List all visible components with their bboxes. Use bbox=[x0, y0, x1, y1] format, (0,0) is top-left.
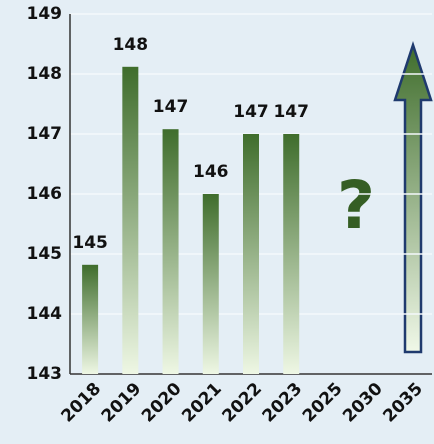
bar bbox=[162, 129, 179, 374]
y-tick-label: 143 bbox=[27, 364, 63, 384]
bar bbox=[243, 134, 259, 374]
y-tick-label: 147 bbox=[27, 124, 63, 144]
value-label: 145 bbox=[72, 233, 108, 253]
y-tick-label: 146 bbox=[27, 184, 63, 204]
y-tick-label: 148 bbox=[27, 64, 63, 84]
arrow bbox=[393, 40, 433, 354]
y-tick-label: 144 bbox=[27, 304, 63, 324]
bar bbox=[283, 134, 300, 374]
y-tick-label: 145 bbox=[27, 244, 63, 264]
bar bbox=[122, 66, 139, 375]
value-label: 148 bbox=[113, 35, 149, 55]
y-tick-label: 149 bbox=[27, 4, 63, 24]
value-label: 147 bbox=[233, 102, 269, 122]
bar bbox=[202, 194, 219, 374]
question-mark: ? bbox=[337, 167, 375, 244]
value-label: 147 bbox=[153, 97, 189, 117]
value-label: 146 bbox=[193, 162, 229, 182]
bar bbox=[82, 264, 99, 374]
value-label: 147 bbox=[273, 102, 309, 122]
